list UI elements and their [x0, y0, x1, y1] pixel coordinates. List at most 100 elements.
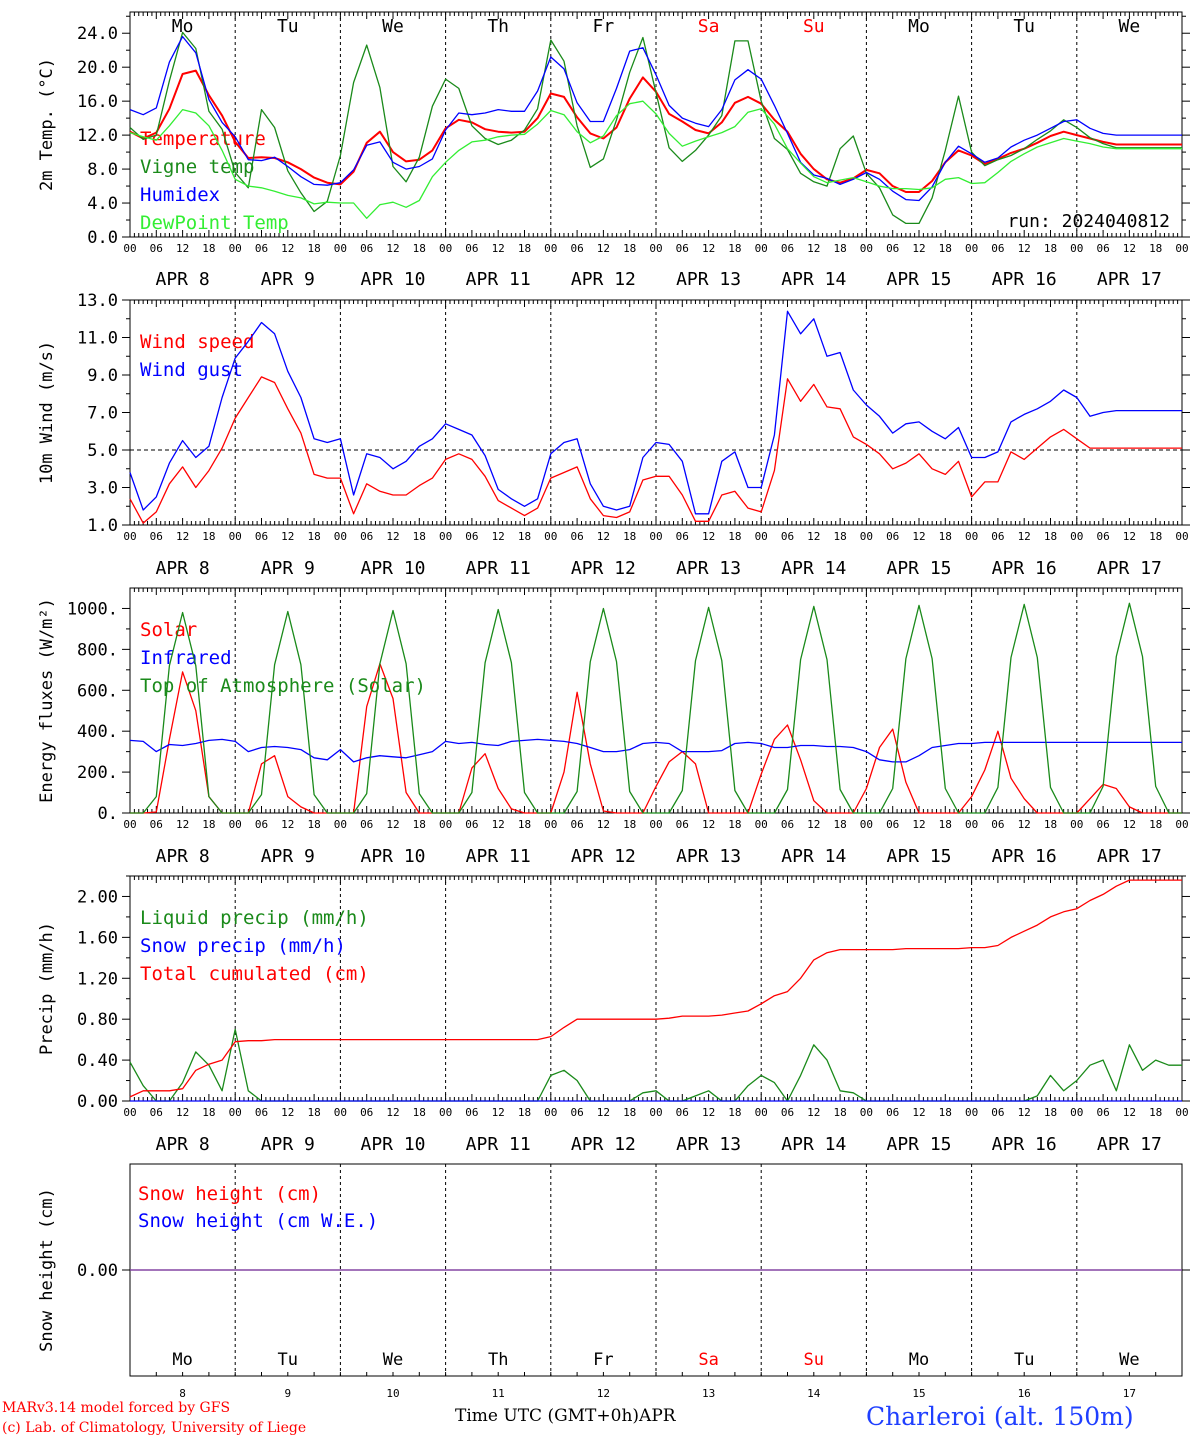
- weekday-label: Tu: [277, 16, 299, 37]
- y-tick-label: 16.0: [77, 92, 118, 112]
- legend-top-of-atmosphere-solar-: Top of Atmosphere (Solar): [140, 675, 426, 697]
- y-axis-label: Precip (mm/h): [37, 922, 57, 1055]
- hour-tick-label: 18: [518, 530, 531, 543]
- hour-tick-label: 12: [597, 242, 610, 255]
- y-tick-label: 12.0: [77, 126, 118, 146]
- date-label: APR 14: [781, 269, 846, 290]
- date-label: APR 8: [156, 558, 210, 579]
- hour-tick-label: 06: [676, 242, 689, 255]
- hour-tick-label: 18: [833, 1106, 846, 1119]
- date-label: APR 10: [360, 269, 425, 290]
- date-label: APR 11: [466, 558, 531, 579]
- date-label: APR 8: [156, 269, 210, 290]
- day-number-label: 12: [597, 1387, 610, 1400]
- hour-tick-label: 00: [439, 530, 452, 543]
- weekday-label: Tu: [1014, 1350, 1034, 1370]
- day-number-label: 17: [1123, 1387, 1136, 1400]
- date-label: APR 8: [156, 1134, 210, 1155]
- hour-tick-label: 00: [860, 818, 873, 831]
- hour-tick-label: 12: [1018, 530, 1031, 543]
- hour-tick-label: 18: [623, 530, 636, 543]
- hour-tick-label: 18: [307, 530, 320, 543]
- hour-tick-label: 00: [965, 530, 978, 543]
- hour-tick-label: 00: [965, 1106, 978, 1119]
- panel-frame: [129, 587, 1183, 814]
- y-tick-label: 800.: [77, 640, 118, 660]
- date-label: APR 12: [571, 558, 636, 579]
- weekday-label: We: [1119, 16, 1141, 37]
- y-tick-label: 200.: [77, 763, 118, 783]
- hour-tick-label: 00: [123, 1106, 136, 1119]
- hour-tick-label: 06: [360, 818, 373, 831]
- legend-snow-precip-mm-h-: Snow precip (mm/h): [140, 935, 346, 957]
- hour-tick-label: 00: [965, 818, 978, 831]
- hour-tick-label: 00: [860, 530, 873, 543]
- hour-tick-label: 06: [991, 1106, 1004, 1119]
- hour-tick-label: 12: [702, 530, 715, 543]
- day-number-label: 10: [386, 1387, 399, 1400]
- weekday-label: Tu: [1013, 16, 1035, 37]
- weekday-label: Sa: [698, 16, 720, 37]
- date-label: APR 14: [781, 846, 846, 867]
- hour-tick-label: 00: [544, 818, 557, 831]
- hour-tick-label: 06: [150, 1106, 163, 1119]
- date-label: APR 17: [1097, 846, 1162, 867]
- hour-tick-label: 18: [939, 242, 952, 255]
- hour-tick-label: 12: [1018, 1106, 1031, 1119]
- date-label: APR 16: [992, 1134, 1057, 1155]
- date-label: APR 8: [156, 846, 210, 867]
- date-label: APR 13: [676, 1134, 741, 1155]
- hour-tick-label: 12: [176, 242, 189, 255]
- legend-total-cumulated-cm-: Total cumulated (cm): [140, 963, 369, 985]
- hour-tick-label: 18: [1149, 530, 1162, 543]
- y-tick-label: 20.0: [77, 58, 118, 78]
- series-line-solar: [130, 663, 1182, 814]
- hour-tick-label: 18: [728, 818, 741, 831]
- y-axis-label: Snow height (cm): [37, 1188, 57, 1352]
- hour-tick-label: 00: [1070, 530, 1083, 543]
- y-tick-label: 0.80: [77, 1010, 118, 1030]
- hour-tick-label: 12: [492, 530, 505, 543]
- date-label: APR 11: [466, 846, 531, 867]
- hour-tick-label: 00: [544, 530, 557, 543]
- hour-tick-label: 18: [939, 1106, 952, 1119]
- date-label: APR 14: [781, 558, 846, 579]
- hour-tick-label: 00: [334, 530, 347, 543]
- hour-tick-label: 06: [570, 1106, 583, 1119]
- y-axis-label: 2m Temp. (°C): [37, 58, 57, 191]
- date-label: APR 11: [466, 269, 531, 290]
- y-tick-label: 0.00: [77, 1092, 118, 1112]
- hour-tick-label: 06: [360, 242, 373, 255]
- hour-tick-label: 18: [202, 242, 215, 255]
- weekday-label: Fr: [593, 16, 615, 37]
- hour-tick-label: 00: [334, 242, 347, 255]
- date-label: APR 13: [676, 558, 741, 579]
- panel-5: Mo Tu We Th Fr Sa Su Mo Tu We 8 9 10 11 12 13 14 15 16 17 0.…: [37, 1163, 1190, 1400]
- date-label: APR 15: [886, 1134, 951, 1155]
- hour-tick-label: 12: [386, 1106, 399, 1119]
- hour-tick-label: 00: [123, 530, 136, 543]
- hour-tick-label: 18: [728, 242, 741, 255]
- y-tick-label: 400.: [77, 722, 118, 742]
- weekday-label: Mo: [172, 1350, 192, 1370]
- hour-tick-label: 00: [439, 1106, 452, 1119]
- hour-tick-label: 18: [1044, 242, 1057, 255]
- hour-tick-label: 12: [1123, 1106, 1136, 1119]
- y-tick-label: 0.00: [77, 1261, 118, 1281]
- y-tick-label: 1000.: [67, 599, 118, 619]
- y-tick-label: 5.0: [87, 441, 118, 461]
- hour-tick-label: 00: [123, 818, 136, 831]
- date-label: APR 10: [360, 846, 425, 867]
- hour-tick-label: 12: [281, 530, 294, 543]
- hour-tick-label: 06: [676, 818, 689, 831]
- hour-tick-label: 00: [1175, 242, 1188, 255]
- hour-tick-label: 18: [518, 1106, 531, 1119]
- hour-tick-label: 06: [255, 242, 268, 255]
- hour-tick-label: 06: [676, 1106, 689, 1119]
- date-label: APR 11: [466, 1134, 531, 1155]
- hour-tick-label: 18: [413, 530, 426, 543]
- series-line-dewpoint-temp: [129, 100, 1182, 219]
- hour-tick-label: 12: [912, 1106, 925, 1119]
